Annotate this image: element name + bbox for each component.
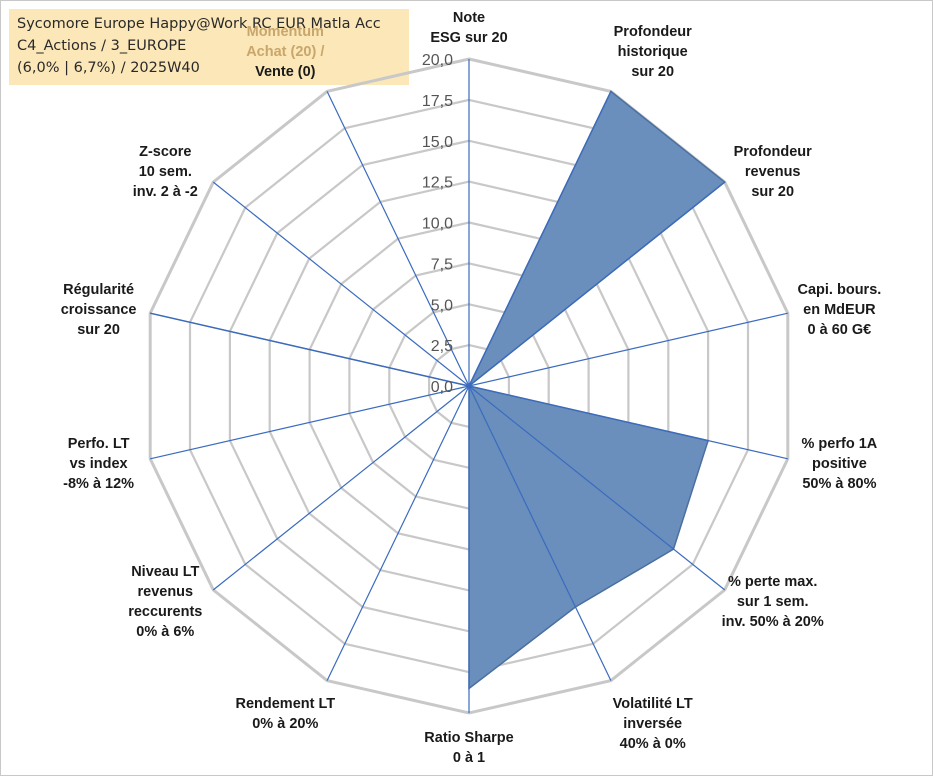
axis-spoke [212,385,470,591]
fund-category: C4_Actions / 3_EUROPE [17,38,187,54]
axis-spoke [468,385,788,460]
axis-spoke [150,385,470,460]
axis-label: Z-score 10 sem. inv. 2 à -2 [133,144,198,200]
fund-info-box: Sycomore Europe Happy@Work RC EUR Matla … [9,9,409,85]
tick-label: 20,0 [422,52,453,69]
tick-label: 5,0 [431,297,453,314]
axis-spoke [150,312,470,387]
axis-spoke [212,181,470,387]
tick-layer: 0,0 2,5 5,0 7,5 10,0 12,5 15,0 17,5 20,0 [422,52,453,396]
tick-label: 10,0 [422,216,453,233]
axis-label: Profondeur revenus sur 20 [734,144,812,200]
axis-spoke [468,385,612,681]
spoke-layer [150,59,788,713]
fund-stats: (6,0% | 6,7%) / 2025W40 [17,60,200,76]
axis-spoke [468,181,726,387]
tick-label: 12,5 [422,175,453,192]
axis-label: Niveau LT revenus reccurents 0% à 6% [128,564,202,640]
tick-label: 2,5 [431,338,453,355]
axis-label: Rendement LT 0% à 20% [235,696,335,732]
axis-label: % perte max. sur 1 sem. inv. 50% à 20% [722,574,824,630]
tick-label: 7,5 [431,256,453,273]
axis-label: Ratio Sharpe 0 à 1 [424,730,513,766]
axis-label: Régularité croissance sur 20 [61,282,137,338]
axis-label: Perfo. LT vs index -8% à 12% [63,436,134,492]
axis-spoke [468,385,726,591]
axis-label: Volatilité LT inversée 40% à 0% [613,696,693,752]
tick-label: 17,5 [422,93,453,110]
axis-spoke [326,91,470,387]
axis-label-layer: Note ESG sur 20 Profondeur historique sur 20… [61,10,882,766]
axis-label: Profondeur historique sur 20 [614,24,692,80]
axis-label: Capi. bours. en MdEUR 0 à 60 G€ [798,282,882,338]
axis-label: % perfo 1A positive 50% à 80% [802,436,878,492]
axis-spoke [468,312,788,387]
tick-label: 15,0 [422,134,453,151]
axis-spoke [468,91,612,387]
tick-label: 0,0 [431,379,453,396]
axis-spoke [326,385,470,681]
fund-name: Sycomore Europe Happy@Work RC EUR Matla … [17,16,381,32]
axis-label: Note ESG sur 20 [430,10,507,46]
axis-label: Momentum Achat (20) / Vente (0) [246,24,324,80]
